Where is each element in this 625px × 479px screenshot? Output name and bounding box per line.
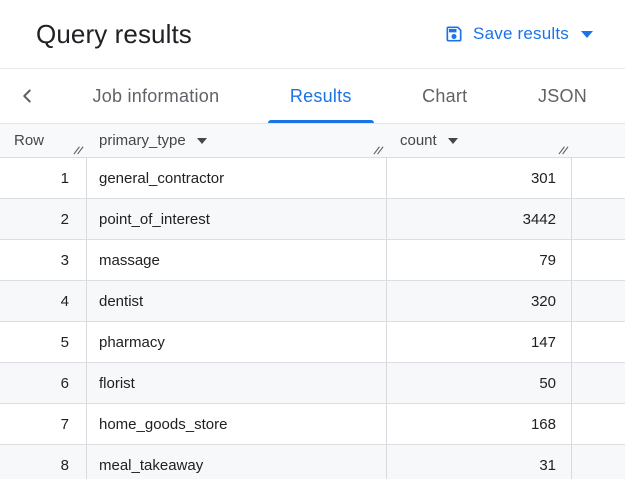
column-menu-caret-icon[interactable] [447,137,458,144]
cell-filler [572,363,625,403]
cell-row-number: 8 [0,445,87,479]
cell-count: 50 [387,363,572,403]
column-resize-handle-icon[interactable] [73,144,84,155]
column-label-count: count [400,132,437,149]
tab-chart[interactable]: Chart [422,85,468,106]
cell-row-number: 6 [0,363,87,403]
cell-filler [572,445,625,479]
cell-row-number: 1 [0,158,87,198]
table-row: 3 massage 79 [0,240,625,281]
cell-primary-type: massage [87,240,387,280]
cell-filler [572,281,625,321]
tab-job-information[interactable]: Job information [92,85,220,106]
cell-primary-type: pharmacy [87,322,387,362]
cell-primary-type: point_of_interest [87,199,387,239]
tabbar: Job information Results Chart JSON [0,69,625,124]
column-label-row: Row [14,132,45,149]
table-row: 8 meal_takeaway 31 [0,445,625,479]
table-header: Row primary_type count [0,124,625,158]
cell-primary-type: meal_takeaway [87,445,387,479]
cell-primary-type: home_goods_store [87,404,387,444]
cell-count: 147 [387,322,572,362]
cell-count: 168 [387,404,572,444]
cell-row-number: 4 [0,281,87,321]
cell-primary-type: dentist [87,281,387,321]
table-row: 1 general_contractor 301 [0,158,625,199]
cell-count: 79 [387,240,572,280]
column-header-row: Row [0,124,87,157]
column-header-filler [572,124,625,157]
cell-count: 31 [387,445,572,479]
cell-count: 3442 [387,199,572,239]
table-row: 4 dentist 320 [0,281,625,322]
save-results-button[interactable]: Save results [444,24,593,44]
column-menu-caret-icon[interactable] [196,137,207,144]
column-header-primary-type[interactable]: primary_type [87,124,387,157]
page-title: Query results [36,18,192,49]
cell-primary-type: florist [87,363,387,403]
cell-row-number: 3 [0,240,87,280]
column-resize-handle-icon[interactable] [558,144,569,155]
cell-row-number: 5 [0,322,87,362]
back-button[interactable] [10,69,44,123]
caret-down-icon [581,30,593,38]
column-header-count[interactable]: count [387,124,572,157]
table-row: 6 florist 50 [0,363,625,404]
tab-results[interactable]: Results [267,69,374,123]
cell-filler [572,199,625,239]
column-label-primary-type: primary_type [99,132,186,149]
save-results-label: Save results [473,24,569,43]
chevron-left-icon [16,85,38,107]
titlebar: Query results Save results [0,0,625,69]
tab-json[interactable]: JSON [537,85,587,106]
cell-filler [572,404,625,444]
table-body: 1 general_contractor 301 2 point_of_inte… [0,158,625,479]
cell-primary-type: general_contractor [87,158,387,198]
table-row: 2 point_of_interest 3442 [0,199,625,240]
column-resize-handle-icon[interactable] [373,144,384,155]
cell-count: 320 [387,281,572,321]
table-row: 7 home_goods_store 168 [0,404,625,445]
cell-filler [572,240,625,280]
cell-row-number: 7 [0,404,87,444]
save-icon [444,24,464,44]
table-row: 5 pharmacy 147 [0,322,625,363]
cell-filler [572,158,625,198]
cell-count: 301 [387,158,572,198]
cell-filler [572,322,625,362]
cell-row-number: 2 [0,199,87,239]
